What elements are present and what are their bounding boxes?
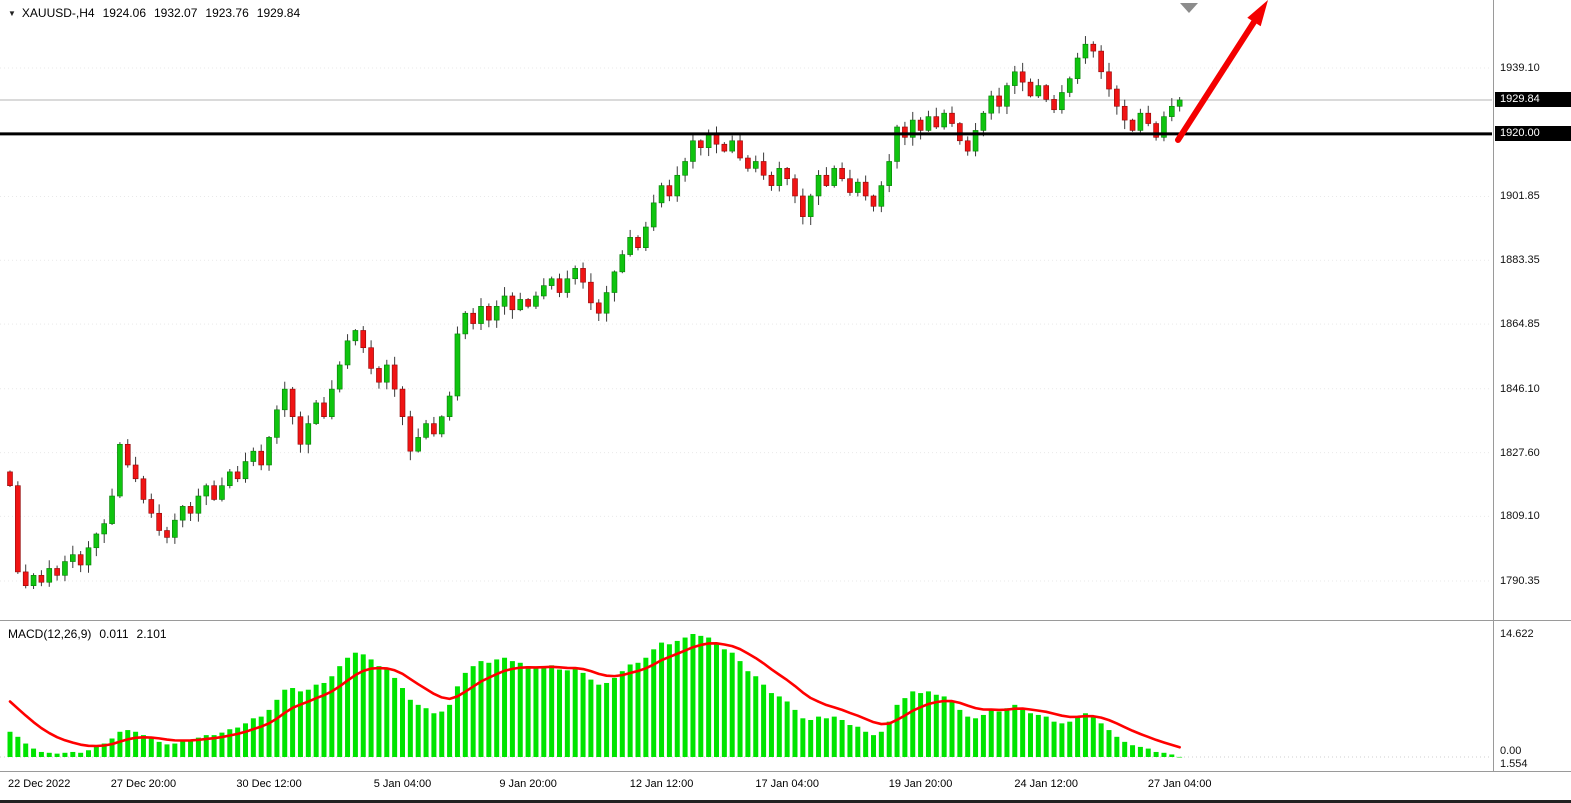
price-axis-label: 1846.10 (1500, 382, 1540, 395)
price-axis-label: 1864.85 (1500, 318, 1540, 331)
macd-axis-label: 14.622 (1500, 628, 1534, 640)
price-axis-label: 1809.10 (1500, 510, 1540, 523)
macd-signal-value: 2.101 (136, 627, 167, 641)
symbol-marker-icon: ▼ (8, 8, 16, 18)
time-axis-label: 9 Jan 20:00 (499, 778, 557, 790)
price-axis-label: 1901.85 (1500, 190, 1540, 203)
price-gridlines (0, 67, 1492, 582)
time-axis-label: 17 Jan 04:00 (755, 778, 819, 790)
time-axis-label: 19 Jan 20:00 (888, 778, 953, 790)
trend-arrow[interactable] (1175, 0, 1268, 143)
ohlc-low-value: 1923.76 (205, 6, 249, 20)
macd-signal-line (8, 641, 1181, 749)
symbol-timeframe-label: XAUUSD-,H4 (21, 6, 95, 20)
candlesticks (7, 36, 1183, 589)
level-price-badge: 1920.00 (1495, 126, 1571, 142)
time-axis-label: 24 Jan 12:00 (1014, 778, 1078, 790)
time-axis-label: 30 Dec 12:00 (236, 778, 302, 790)
macd-current-value: 0.011 (99, 627, 129, 641)
current-price-badge: 1929.84 (1495, 92, 1571, 108)
price-axis-label: 1883.35 (1500, 254, 1540, 267)
time-axis-label: 12 Jan 12:00 (629, 778, 694, 790)
ohlc-close-value: 1929.84 (256, 6, 301, 20)
time-axis-label: 27 Dec 20:00 (110, 778, 177, 790)
macd-indicator-label: MACD(12,26,9) 0.011 2.101 (8, 627, 167, 641)
time-axis-label: 22 Dec 2022 (8, 778, 71, 790)
macd-title: MACD(12,26,9) (8, 627, 92, 641)
ohlc-open-value: 1924.06 (102, 6, 146, 20)
price-axis-label: 1939.10 (1500, 62, 1540, 74)
time-axis-label: 27 Jan 04:00 (1147, 778, 1212, 790)
chart-shift-marker-icon[interactable] (1180, 3, 1198, 13)
price-axis-label: 1790.35 (1500, 575, 1540, 588)
macd-axis-label: 1.554 (1500, 758, 1528, 770)
macd-axis-label: 0.00 (1500, 745, 1522, 757)
price-axis-label: 1827.60 (1500, 446, 1540, 459)
chart-ohlc-header: ▼ XAUUSD-,H4 1924.06 1932.07 1923.76 192… (8, 6, 300, 20)
time-axis-label: 5 Jan 04:00 (373, 778, 432, 790)
macd-histogram (7, 634, 1183, 758)
ohlc-high-value: 1932.07 (154, 6, 198, 20)
bottom-edge (0, 800, 1571, 803)
